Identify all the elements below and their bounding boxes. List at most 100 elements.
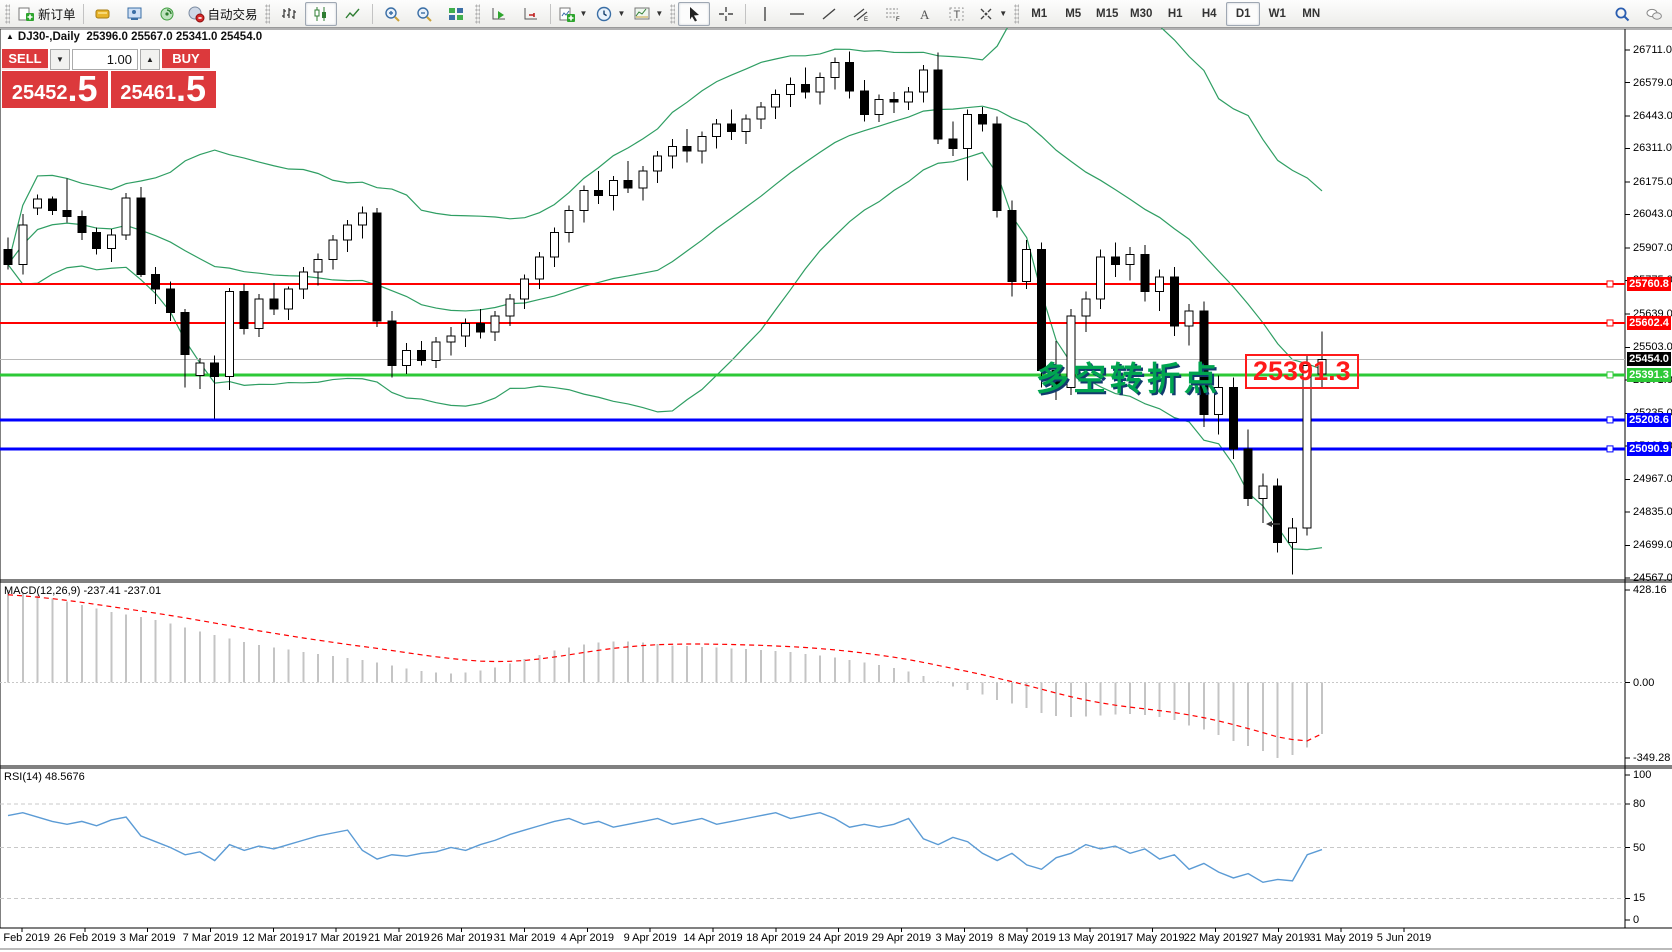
chart-shift-button[interactable] [515,2,547,26]
periods-button[interactable]: ▼ [591,2,629,26]
candle [623,161,633,194]
date-axis-ticks [21,928,1405,932]
cursor-tool-button[interactable] [678,1,711,26]
zoom-in-button[interactable] [376,2,408,26]
chat-button[interactable] [1638,2,1670,26]
main-toolbar: 新订单 自动交易 ▼ ▼ ▼ E F A T ▼ M1 M5 M15 M30 H1 H4 D1 W1 MN [0,0,1672,28]
candlestick-series [3,51,1327,575]
candle [1243,429,1253,506]
candle [608,175,618,211]
buy-price-fraction: .5 [176,68,207,109]
periods-icon [595,5,613,23]
tile-windows-button[interactable] [440,2,472,26]
support-line-1[interactable] [0,416,1625,424]
candle [313,253,323,286]
autotrading-button[interactable]: 自动交易 [183,2,262,26]
resistance-line-1-label[interactable]: 25760.8 [1627,276,1671,291]
volume-increase-button[interactable]: ▲ [140,49,160,70]
candle [712,119,722,149]
line-handle[interactable] [1606,416,1614,424]
timeframe-h1-button[interactable]: H1 [1167,7,1183,20]
annotation-price-box: 25391.3 [1245,354,1359,389]
support-line-2[interactable] [0,445,1625,453]
line-handle[interactable] [1606,445,1614,453]
bar-chart-button[interactable] [273,2,305,26]
candle [224,287,234,391]
buy-button[interactable]: BUY [162,49,210,70]
horizontal-line-tool-button[interactable] [781,2,813,26]
line-handle[interactable] [1606,319,1614,327]
resistance-line-2[interactable] [0,319,1625,327]
candle [254,294,264,338]
candle [549,227,559,267]
line-chart-button[interactable] [337,2,369,26]
indicators-button[interactable]: ▼ [554,2,592,26]
candlestick-chart-button[interactable] [304,1,337,26]
resistance-line-1[interactable] [0,280,1625,288]
text-icon: A [916,5,934,23]
zoom-out-icon [415,5,433,23]
ohlc-values: 25396.0 25567.0 25341.0 25454.0 [86,31,263,43]
bid-price-line-label[interactable]: 25454.0 [1627,352,1671,367]
search-button[interactable] [1606,2,1638,26]
market-watch-button[interactable] [87,2,119,26]
text-tool-button[interactable]: A [909,2,941,26]
candle [741,114,751,144]
candle [918,65,928,103]
crosshair-tool-button[interactable] [710,2,742,26]
channel-tool-button[interactable]: E [845,2,877,26]
trendline-icon [820,5,838,23]
horizontal-price-lines[interactable] [0,280,1625,453]
chart-title: ▲ DJ30-,Daily 25396.0 25567.0 25341.0 254… [6,31,262,43]
chat-icon [1645,5,1663,23]
support-line-2-label[interactable]: 25090.9 [1627,441,1671,456]
strategy-tester-button[interactable] [151,2,183,26]
candle [1317,331,1327,388]
volume-decrease-button[interactable]: ▼ [50,49,70,70]
text-label-tool-button[interactable]: T [941,2,973,26]
timeframe-m15-button[interactable]: M15 [1096,7,1119,20]
svg-text:E: E [864,17,868,23]
svg-text:A: A [920,7,930,22]
line-handle[interactable] [1606,280,1614,288]
sell-price-main: 25452 [11,82,68,104]
timeframe-d1-button[interactable]: D1 [1226,1,1261,26]
candle [106,228,116,262]
panel-collapse-arrow[interactable]: ▲ [6,32,14,41]
candle [475,308,485,339]
timeframe-m30-button[interactable]: M30 [1130,7,1153,20]
new-order-button[interactable]: 新订单 [13,2,80,26]
candle [977,106,987,132]
templates-button[interactable]: ▼ [629,2,667,26]
data-window-button[interactable] [119,2,151,26]
buy-price-button[interactable]: 25461.5 [110,68,216,109]
pivot-line-label[interactable]: 25391.3 [1627,367,1671,382]
equidistant-channel-icon: E [852,5,870,23]
svg-text:T: T [954,9,961,21]
support-line-1-label[interactable]: 25208.6 [1627,412,1671,427]
chart-text-annotation[interactable]: 多空转折点 25391.3 [1036,352,1359,400]
zoom-out-button[interactable] [408,2,440,26]
timeframe-m1-button[interactable]: M1 [1031,7,1048,20]
resistance-line-2-label[interactable]: 25602.4 [1627,315,1671,330]
fibonacci-tool-button[interactable]: F [877,2,909,26]
vertical-line-tool-button[interactable] [749,2,781,26]
timeframe-mn-button[interactable]: MN [1302,7,1321,20]
candle [47,196,57,216]
autotrading-button-label: 自动交易 [207,8,258,22]
pivot-line[interactable] [0,371,1625,379]
sell-price-button[interactable]: 25452.5 [2,71,108,108]
sell-price-fraction: .5 [67,68,98,109]
timeframe-m5-button[interactable]: M5 [1065,7,1082,20]
candle [77,210,87,240]
auto-scroll-button[interactable] [483,2,515,26]
volume-input[interactable]: 1.00 [72,49,138,70]
line-handle[interactable] [1606,371,1614,379]
timeframe-h4-button[interactable]: H4 [1201,7,1217,20]
arrows-tool-button[interactable]: ▼ [973,2,1011,26]
candle [1140,244,1150,302]
sell-button[interactable]: SELL [2,49,48,70]
trendline-tool-button[interactable] [813,2,845,26]
timeframe-w1-button[interactable]: W1 [1268,7,1286,20]
